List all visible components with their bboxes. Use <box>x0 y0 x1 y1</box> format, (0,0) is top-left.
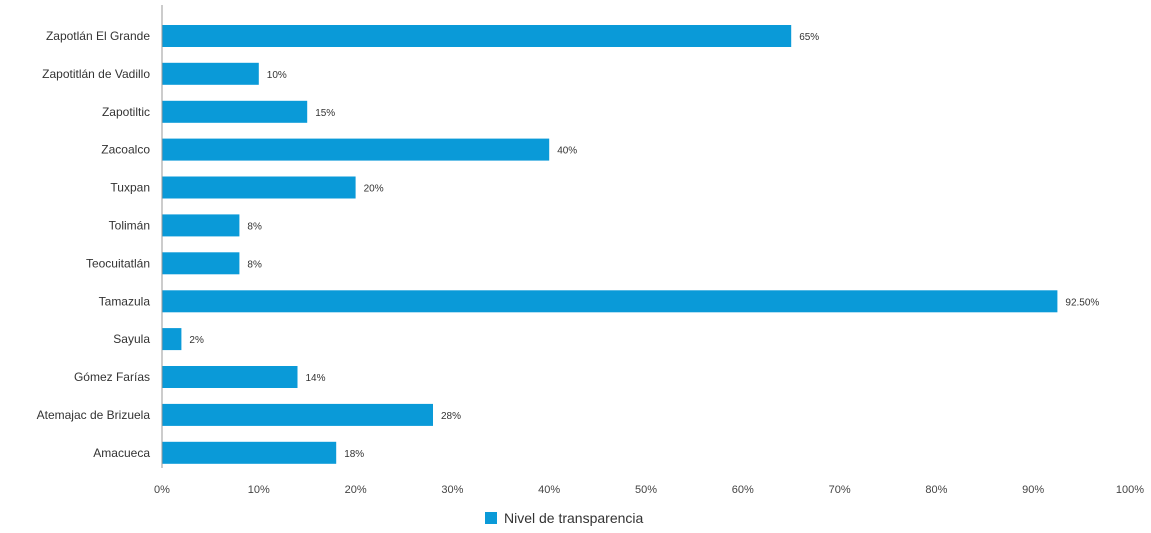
bar <box>162 442 336 464</box>
category-label: Zapotitlán de Vadillo <box>42 67 150 81</box>
legend-swatch <box>485 512 497 524</box>
x-tick-label: 80% <box>925 484 947 496</box>
category-label: Tamazula <box>99 294 151 308</box>
category-label: Tolimán <box>109 218 150 232</box>
x-tick-label: 30% <box>441 484 463 496</box>
category-label: Zapotlán El Grande <box>46 29 150 43</box>
x-tick-labels: 0% 10% 20% 30% 40% 50% 60% 70% 80% 90% 100% <box>154 484 1144 496</box>
x-tick-label: 20% <box>345 484 367 496</box>
x-tick-label: 50% <box>635 484 657 496</box>
data-label: 8% <box>247 259 262 270</box>
x-tick-label: 10% <box>248 484 270 496</box>
data-label: 20% <box>364 184 384 195</box>
data-label: 8% <box>247 221 262 232</box>
bars: 65% 10% 15% 40% 20% 8% 8% 92.50% 2% 14% 28% 18% <box>162 25 1099 464</box>
bar <box>162 366 298 388</box>
data-label: 18% <box>344 449 364 460</box>
category-label: Amacueca <box>93 446 150 460</box>
bar <box>162 177 356 199</box>
bar <box>162 25 791 47</box>
bar <box>162 252 239 274</box>
category-label: Zapotiltic <box>102 105 150 119</box>
bar <box>162 101 307 123</box>
category-label: Sayula <box>113 332 150 346</box>
x-tick-label: 70% <box>829 484 851 496</box>
category-labels: Zapotlán El Grande Zapotitlán de Vadillo Z… <box>37 29 151 460</box>
bar <box>162 328 181 350</box>
category-label: Tuxpan <box>110 181 150 195</box>
x-tick-label: 100% <box>1116 484 1144 496</box>
data-label: 92.50% <box>1065 297 1099 308</box>
data-label: 10% <box>267 70 287 81</box>
bar <box>162 63 259 85</box>
category-label: Teocuitatlán <box>86 256 150 270</box>
data-label: 2% <box>189 335 204 346</box>
legend-label: Nivel de transparencia <box>504 510 644 526</box>
data-label: 15% <box>315 108 335 119</box>
data-label: 65% <box>799 32 819 43</box>
category-label: Gómez Farías <box>74 370 150 384</box>
data-label: 14% <box>306 373 326 384</box>
category-label: Zacoalco <box>101 143 150 157</box>
bar <box>162 290 1057 312</box>
data-label: 40% <box>557 146 577 157</box>
x-tick-label: 60% <box>732 484 754 496</box>
bar <box>162 214 239 236</box>
x-tick-label: 90% <box>1022 484 1044 496</box>
x-tick-label: 0% <box>154 484 170 496</box>
category-label: Atemajac de Brizuela <box>37 408 151 422</box>
bar <box>162 404 433 426</box>
data-label: 28% <box>441 411 461 422</box>
x-tick-label: 40% <box>538 484 560 496</box>
legend: Nivel de transparencia <box>485 510 644 526</box>
bar <box>162 139 549 161</box>
